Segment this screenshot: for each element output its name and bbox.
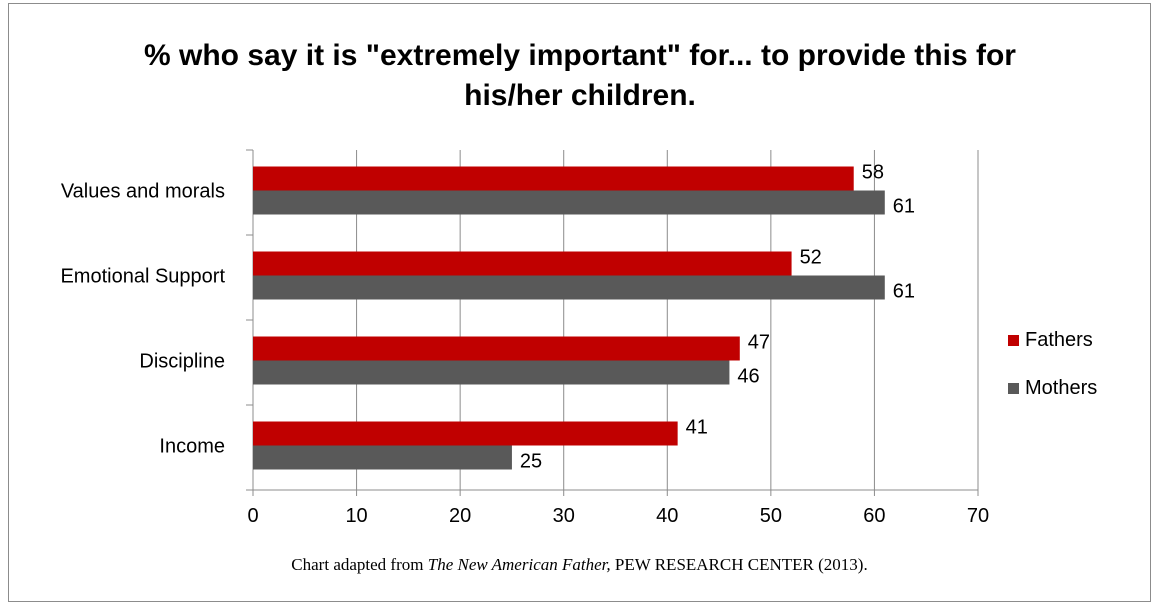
bar-fathers-2 [253,336,740,361]
legend-label-fathers: Fathers [1025,329,1093,351]
bar-fathers-3 [253,421,678,446]
legend-label-mothers: Mothers [1025,377,1098,399]
category-label-0: Values and morals [61,181,225,203]
bar-fathers-1 [253,251,792,276]
bar-mothers-0 [253,190,885,215]
tick-label-x-20: 20 [449,505,471,527]
tick-label-x-30: 30 [553,505,575,527]
tick-label-x-10: 10 [345,505,367,527]
category-label-1: Emotional Support [60,266,225,288]
chart-caption: Chart adapted from The New American Fath… [8,555,1151,575]
tick-label-x-40: 40 [656,505,678,527]
data-labels: 58 61 52 61 47 46 41 25 [520,162,915,473]
caption-suffix: PEW RESEARCH CENTER (2013). [610,555,868,574]
bar-mothers-2 [253,360,730,385]
bar-fathers-0 [253,166,854,191]
data-label-mothers-0: 61 [893,196,915,218]
bar-mothers-1 [253,275,885,300]
category-label-2: Discipline [139,351,225,373]
tick-label-x-70: 70 [967,505,989,527]
axes: 0 10 20 30 40 50 60 70 Values and morals Emotiona… [60,149,989,527]
chart-title: % who say it is "extremely important" fo… [144,39,1016,112]
legend-item-mothers: Mothers [1008,377,1097,400]
data-label-fathers-1: 52 [800,247,822,269]
bars [253,166,885,470]
caption-prefix: Chart adapted from [291,555,428,574]
caption-source-title: The New American Father, [427,555,611,574]
data-label-mothers-2: 46 [737,366,759,388]
tick-label-x-0: 0 [247,505,258,527]
data-label-mothers-3: 25 [520,451,542,473]
data-label-fathers-3: 41 [686,417,708,439]
bar-mothers-3 [253,445,512,470]
legend-swatch-mothers [1008,383,1019,394]
data-label-mothers-1: 61 [893,281,915,303]
category-label-3: Income [159,436,225,458]
legend-item-fathers: Fathers [1008,329,1093,352]
data-label-fathers-2: 47 [748,332,770,354]
data-label-fathers-0: 58 [862,162,884,184]
tick-label-x-60: 60 [863,505,885,527]
legend-swatch-fathers [1008,335,1019,346]
chart-frame [8,3,1151,602]
tick-label-x-50: 50 [760,505,782,527]
